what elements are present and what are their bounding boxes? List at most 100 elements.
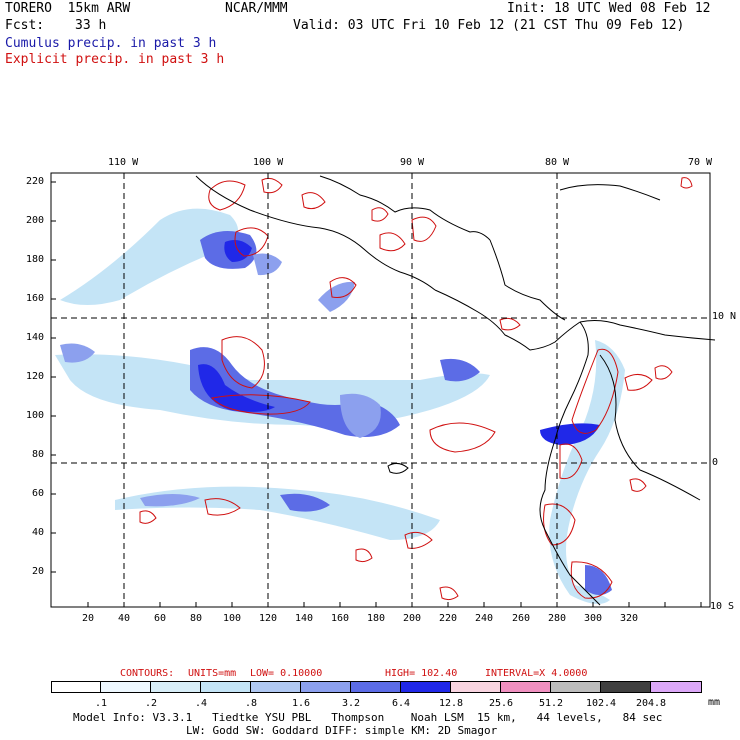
legend-swatch (250, 681, 301, 693)
contour-peru-south (570, 561, 613, 599)
explicit-precip-caption: Explicit precip. in past 3 h (5, 52, 225, 67)
contour-amazon-2 (654, 365, 673, 380)
legend-label: .1 (94, 698, 108, 709)
legend-swatch (300, 681, 351, 693)
lon-label-90w: 90 W (400, 157, 425, 168)
contour-mexico-north-2 (261, 177, 283, 194)
contour-andes-north (571, 348, 619, 434)
contours-high: HIGH= 102.40 (385, 668, 458, 679)
forecast-label: Fcst: (5, 18, 45, 33)
legend-swatch (650, 681, 702, 693)
center-label: NCAR/MMM (225, 1, 288, 16)
y-tick-label: 200 (26, 215, 45, 226)
contours-low: LOW= 0.10000 (250, 668, 323, 679)
legend-swatch (600, 681, 651, 693)
coastlines (195, 175, 716, 606)
cumulus-precip-caption: Cumulus precip. in past 3 h (5, 36, 217, 51)
legend-label: .2 (144, 698, 158, 709)
x-tick-label: 200 (403, 613, 422, 624)
legend-swatch (150, 681, 201, 693)
x-tick-label: 80 (190, 613, 203, 624)
contour-ne-corner (680, 177, 693, 189)
legend-label: 6.4 (391, 698, 411, 709)
lat-label-10n: 10 N (712, 311, 737, 322)
contour-south-1 (139, 510, 157, 524)
contour-panama (499, 317, 521, 331)
contour-galapagos (429, 422, 496, 453)
contours-interval: INTERVAL=X 4.0000 (485, 668, 588, 679)
contour-south-3 (355, 548, 373, 563)
precip-band-south (115, 486, 440, 540)
precip-patch-itcz-east (340, 393, 381, 438)
coast-cuba (559, 184, 661, 201)
y-tick-label: 60 (32, 488, 45, 499)
lon-label-80w: 80 W (545, 157, 570, 168)
x-tick-label: 60 (154, 613, 167, 624)
y-tick-label: 80 (32, 449, 45, 460)
contour-south-5 (439, 586, 459, 601)
legend-swatch (100, 681, 151, 693)
forecast-hours: 33 h (75, 18, 107, 33)
y-tick-label: 160 (26, 293, 45, 304)
precip-band-andes (549, 340, 625, 604)
coast-central-america (434, 289, 581, 351)
y-tick-label: 20 (32, 566, 45, 577)
x-tick-label: 320 (620, 613, 639, 624)
legend-swatch (450, 681, 501, 693)
coast-caribbean (489, 239, 566, 321)
legend-label: .4 (194, 698, 208, 709)
precip-patch-center-north (318, 281, 355, 312)
coast-galapagos (387, 462, 409, 474)
x-tick-label: 100 (223, 613, 242, 624)
x-tick-label: 300 (584, 613, 603, 624)
x-tick-label: 260 (512, 613, 531, 624)
legend-label: .8 (244, 698, 258, 709)
valid-time: Valid: 03 UTC Fri 10 Feb 12 (21 CST Thu … (293, 18, 685, 33)
legend-label: 204.8 (635, 698, 667, 709)
model-title: TORERO 15km ARW (5, 1, 131, 16)
x-tick-label: 160 (331, 613, 350, 624)
x-tick-label: 280 (548, 613, 567, 624)
precip-band-south-core (280, 493, 330, 512)
legend-label: 12.8 (438, 698, 464, 709)
legend-label: 102.4 (585, 698, 617, 709)
legend-unit: mm (708, 697, 721, 708)
lon-label-70w: 70 W (688, 157, 713, 168)
contour-gulf-3 (411, 216, 437, 242)
coast-south-america-west (539, 321, 601, 606)
x-tick-label: 240 (475, 613, 494, 624)
coast-mexico-gulf (319, 175, 491, 241)
contour-amazon-1 (624, 374, 653, 391)
lat-label-10s: 10 S (710, 601, 735, 612)
y-tick-label: 100 (26, 410, 45, 421)
x-tick-label: 20 (82, 613, 95, 624)
coast-south-america-north (579, 320, 716, 341)
y-tick-label: 180 (26, 254, 45, 265)
contour-brazil (629, 478, 647, 492)
coast-mexico-pacific (195, 175, 436, 291)
legend-label: 3.2 (341, 698, 361, 709)
contours-label: CONTOURS: (120, 668, 175, 679)
map-frame (50, 172, 711, 608)
contour-south-2 (204, 498, 241, 516)
legend-label: 1.6 (291, 698, 311, 709)
legend-swatch (350, 681, 401, 693)
y-tick-label: 40 (32, 527, 45, 538)
lon-label-110w: 110 W (108, 157, 139, 168)
y-tick-label: 120 (26, 371, 45, 382)
x-tick-label: 120 (259, 613, 278, 624)
legend-swatch (550, 681, 601, 693)
lat-label-0: 0 (712, 457, 719, 468)
legend-swatch (400, 681, 451, 693)
contour-mexico-north-3 (301, 192, 326, 210)
y-tick-label: 220 (26, 176, 45, 187)
model-physics: LW: Godd SW: Goddard DIFF: simple KM: 2D… (186, 724, 498, 737)
legend-label: 51.2 (538, 698, 564, 709)
precip-patch-peru-south (585, 565, 612, 595)
graticule (51, 173, 710, 607)
x-tick-label: 180 (367, 613, 386, 624)
legend-swatch (500, 681, 551, 693)
init-time: Init: 18 UTC Wed 08 Feb 12 (507, 1, 711, 16)
contours-units: UNITS=mm (188, 668, 237, 679)
legend-swatch (200, 681, 251, 693)
